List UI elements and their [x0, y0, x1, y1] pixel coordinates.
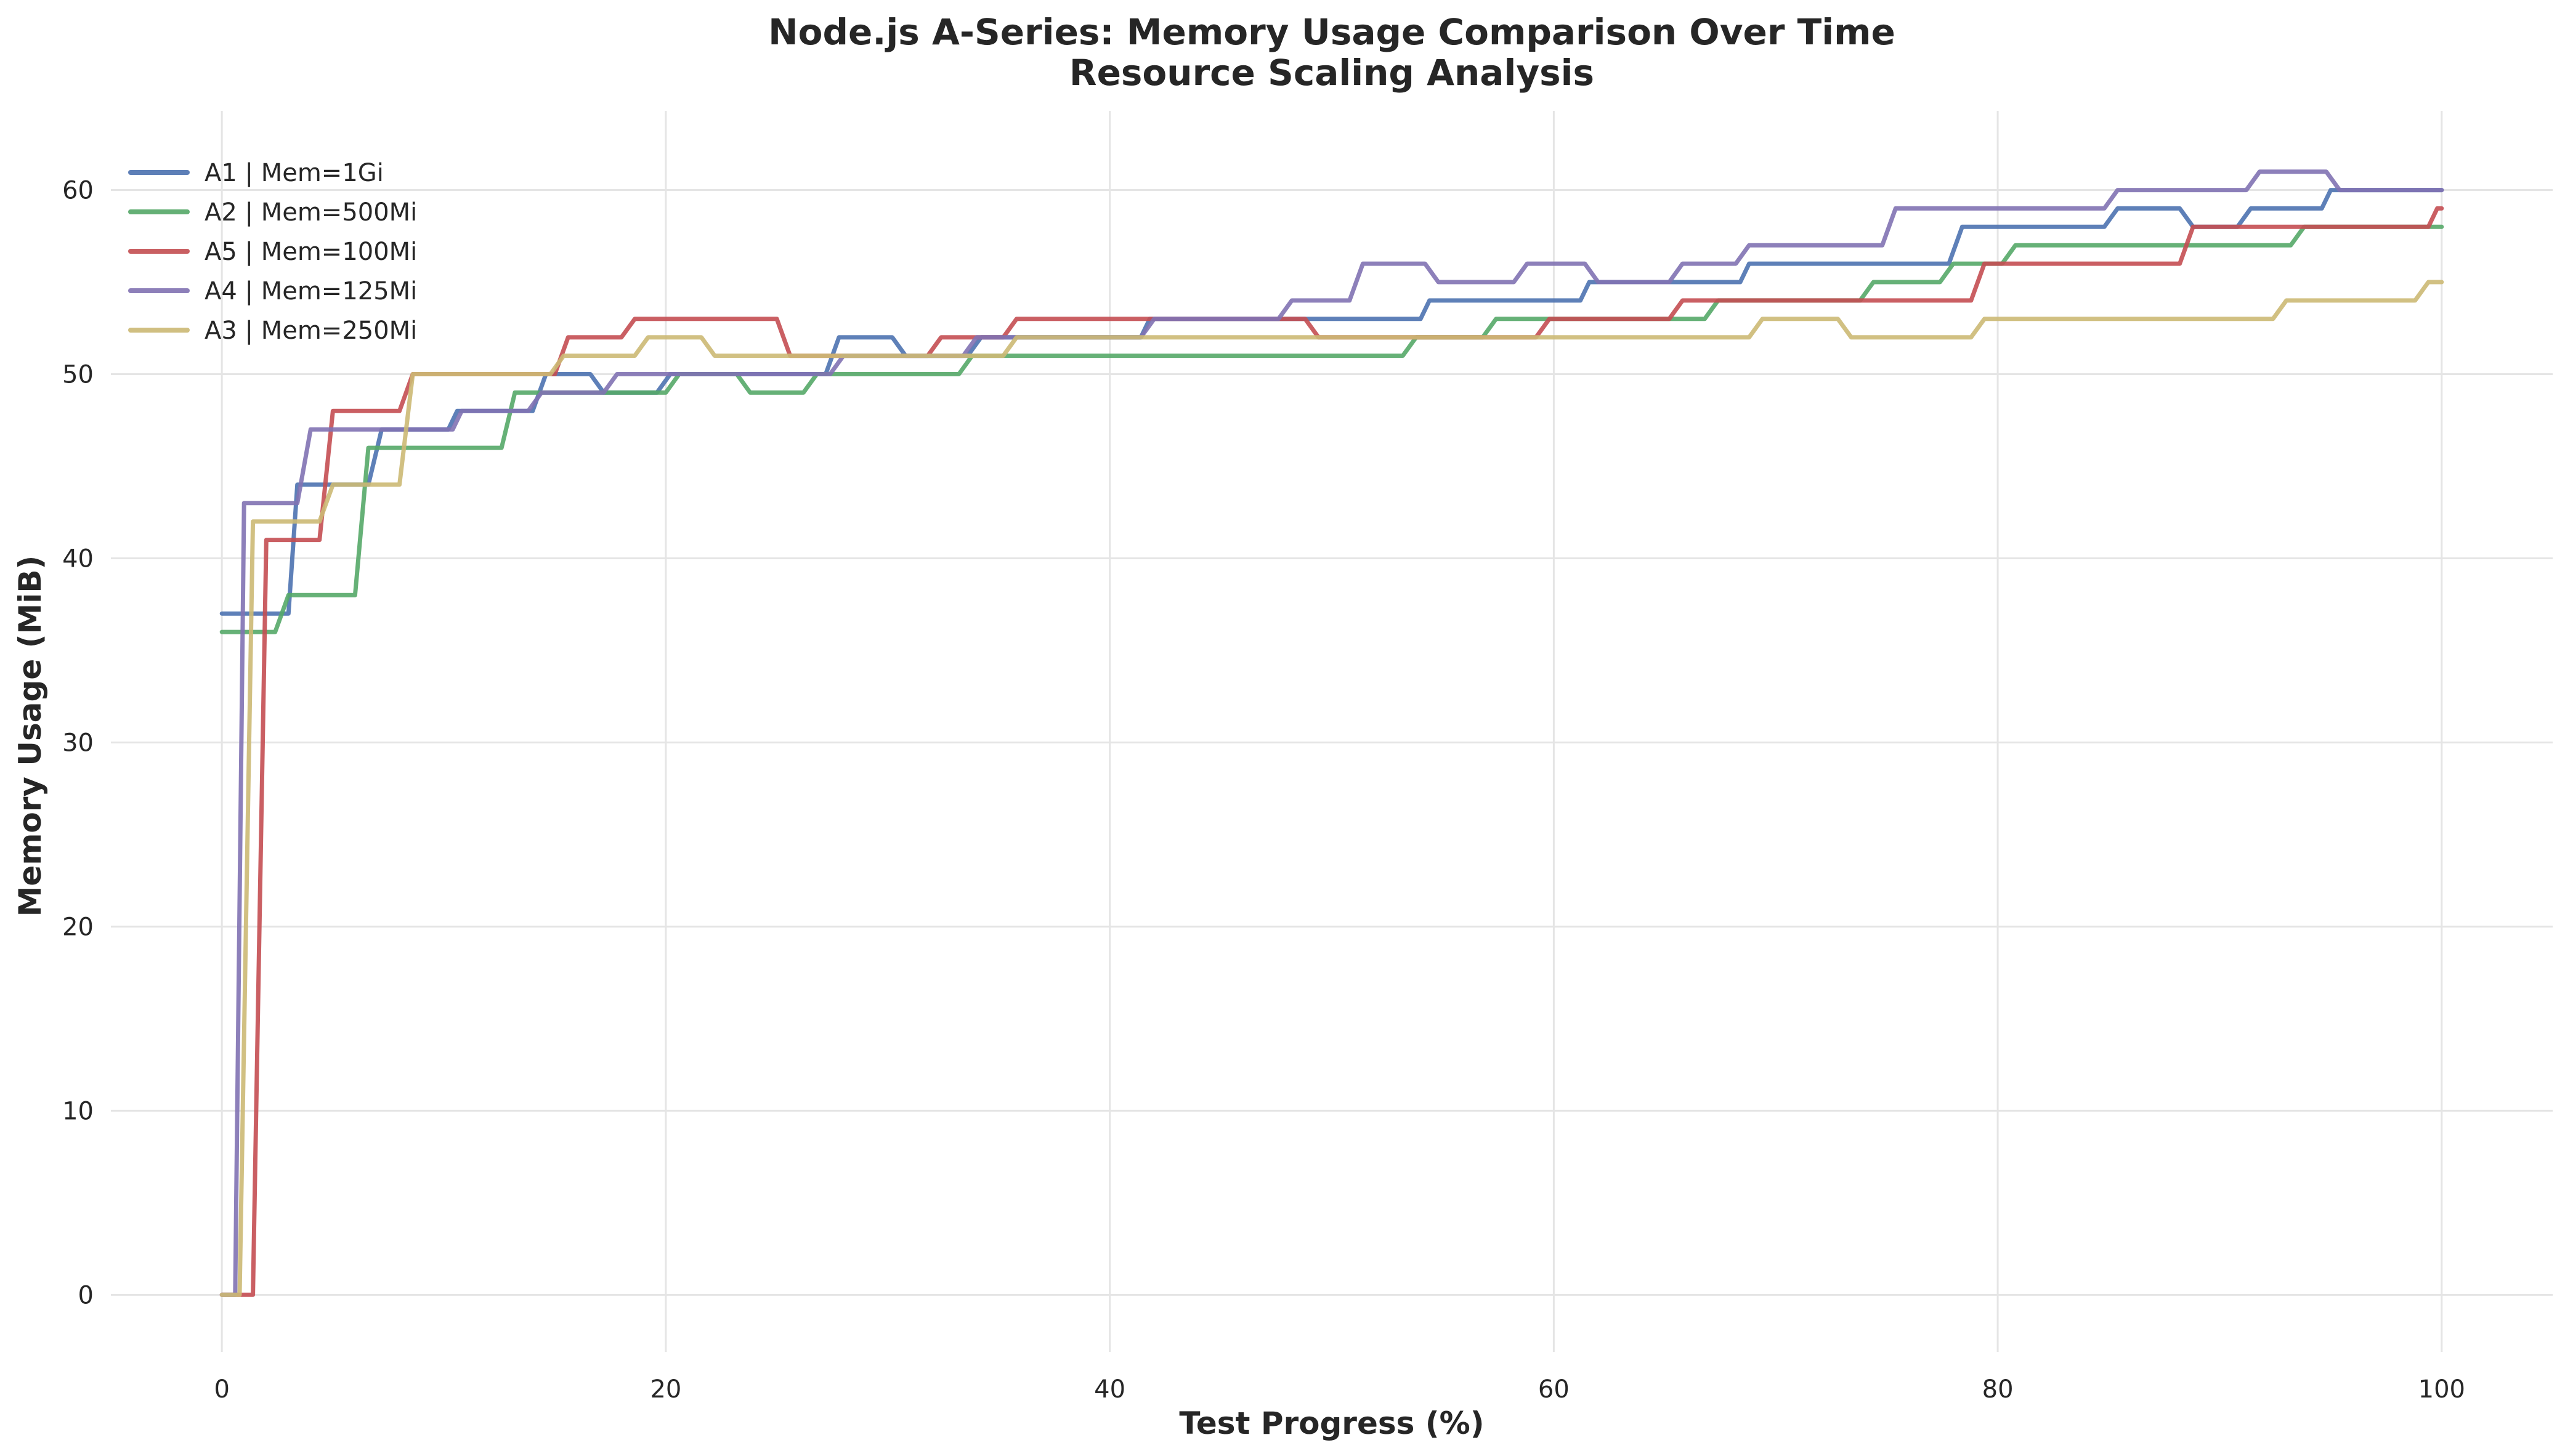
- x-tick-label: 100: [2418, 1375, 2465, 1404]
- y-tick-label: 0: [78, 1281, 94, 1309]
- y-tick-label: 40: [62, 544, 94, 573]
- y-tick-label: 60: [62, 177, 94, 205]
- x-tick-label: 20: [650, 1375, 681, 1404]
- data-series: [219, 169, 2444, 1297]
- legend-label: A2 | Mem=500Mi: [205, 198, 417, 227]
- series-line-1: [219, 188, 2444, 616]
- x-tick-label: 0: [214, 1375, 229, 1404]
- series-line-3: [219, 206, 2444, 1297]
- x-tick-label: 80: [1982, 1375, 2014, 1404]
- legend-label: A3 | Mem=250Mi: [205, 317, 417, 345]
- series-line-5: [219, 280, 2444, 1297]
- legend: A1 | Mem=1Gi A2 | Mem=500Mi A5 | Mem=100Mi…: [128, 159, 417, 345]
- series-line-2: [219, 224, 2444, 634]
- y-tick-label: 50: [62, 361, 94, 389]
- x-axis-label: Test Progress (%): [1179, 1405, 1484, 1441]
- y-tick-label: 20: [62, 913, 94, 941]
- y-tick-label: 10: [62, 1097, 94, 1125]
- x-tick-label: 60: [1538, 1375, 1570, 1404]
- y-tick-label: 30: [62, 729, 94, 757]
- legend-label: A1 | Mem=1Gi: [205, 159, 384, 187]
- series-line-4: [219, 169, 2444, 1297]
- y-axis-label: Memory Usage (MiB): [12, 556, 48, 917]
- chart-subtitle: Resource Scaling Analysis: [1069, 52, 1594, 94]
- chart-title: Node.js A-Series: Memory Usage Compariso…: [768, 11, 1895, 53]
- x-tick-label: 40: [1094, 1375, 1125, 1404]
- legend-label: A4 | Mem=125Mi: [205, 277, 417, 305]
- legend-label: A5 | Mem=100Mi: [205, 238, 417, 266]
- grid-lines: [111, 111, 2553, 1352]
- tick-labels: 0 20 40 60 80 100 0 10 20 30 40 50 60: [62, 177, 2465, 1404]
